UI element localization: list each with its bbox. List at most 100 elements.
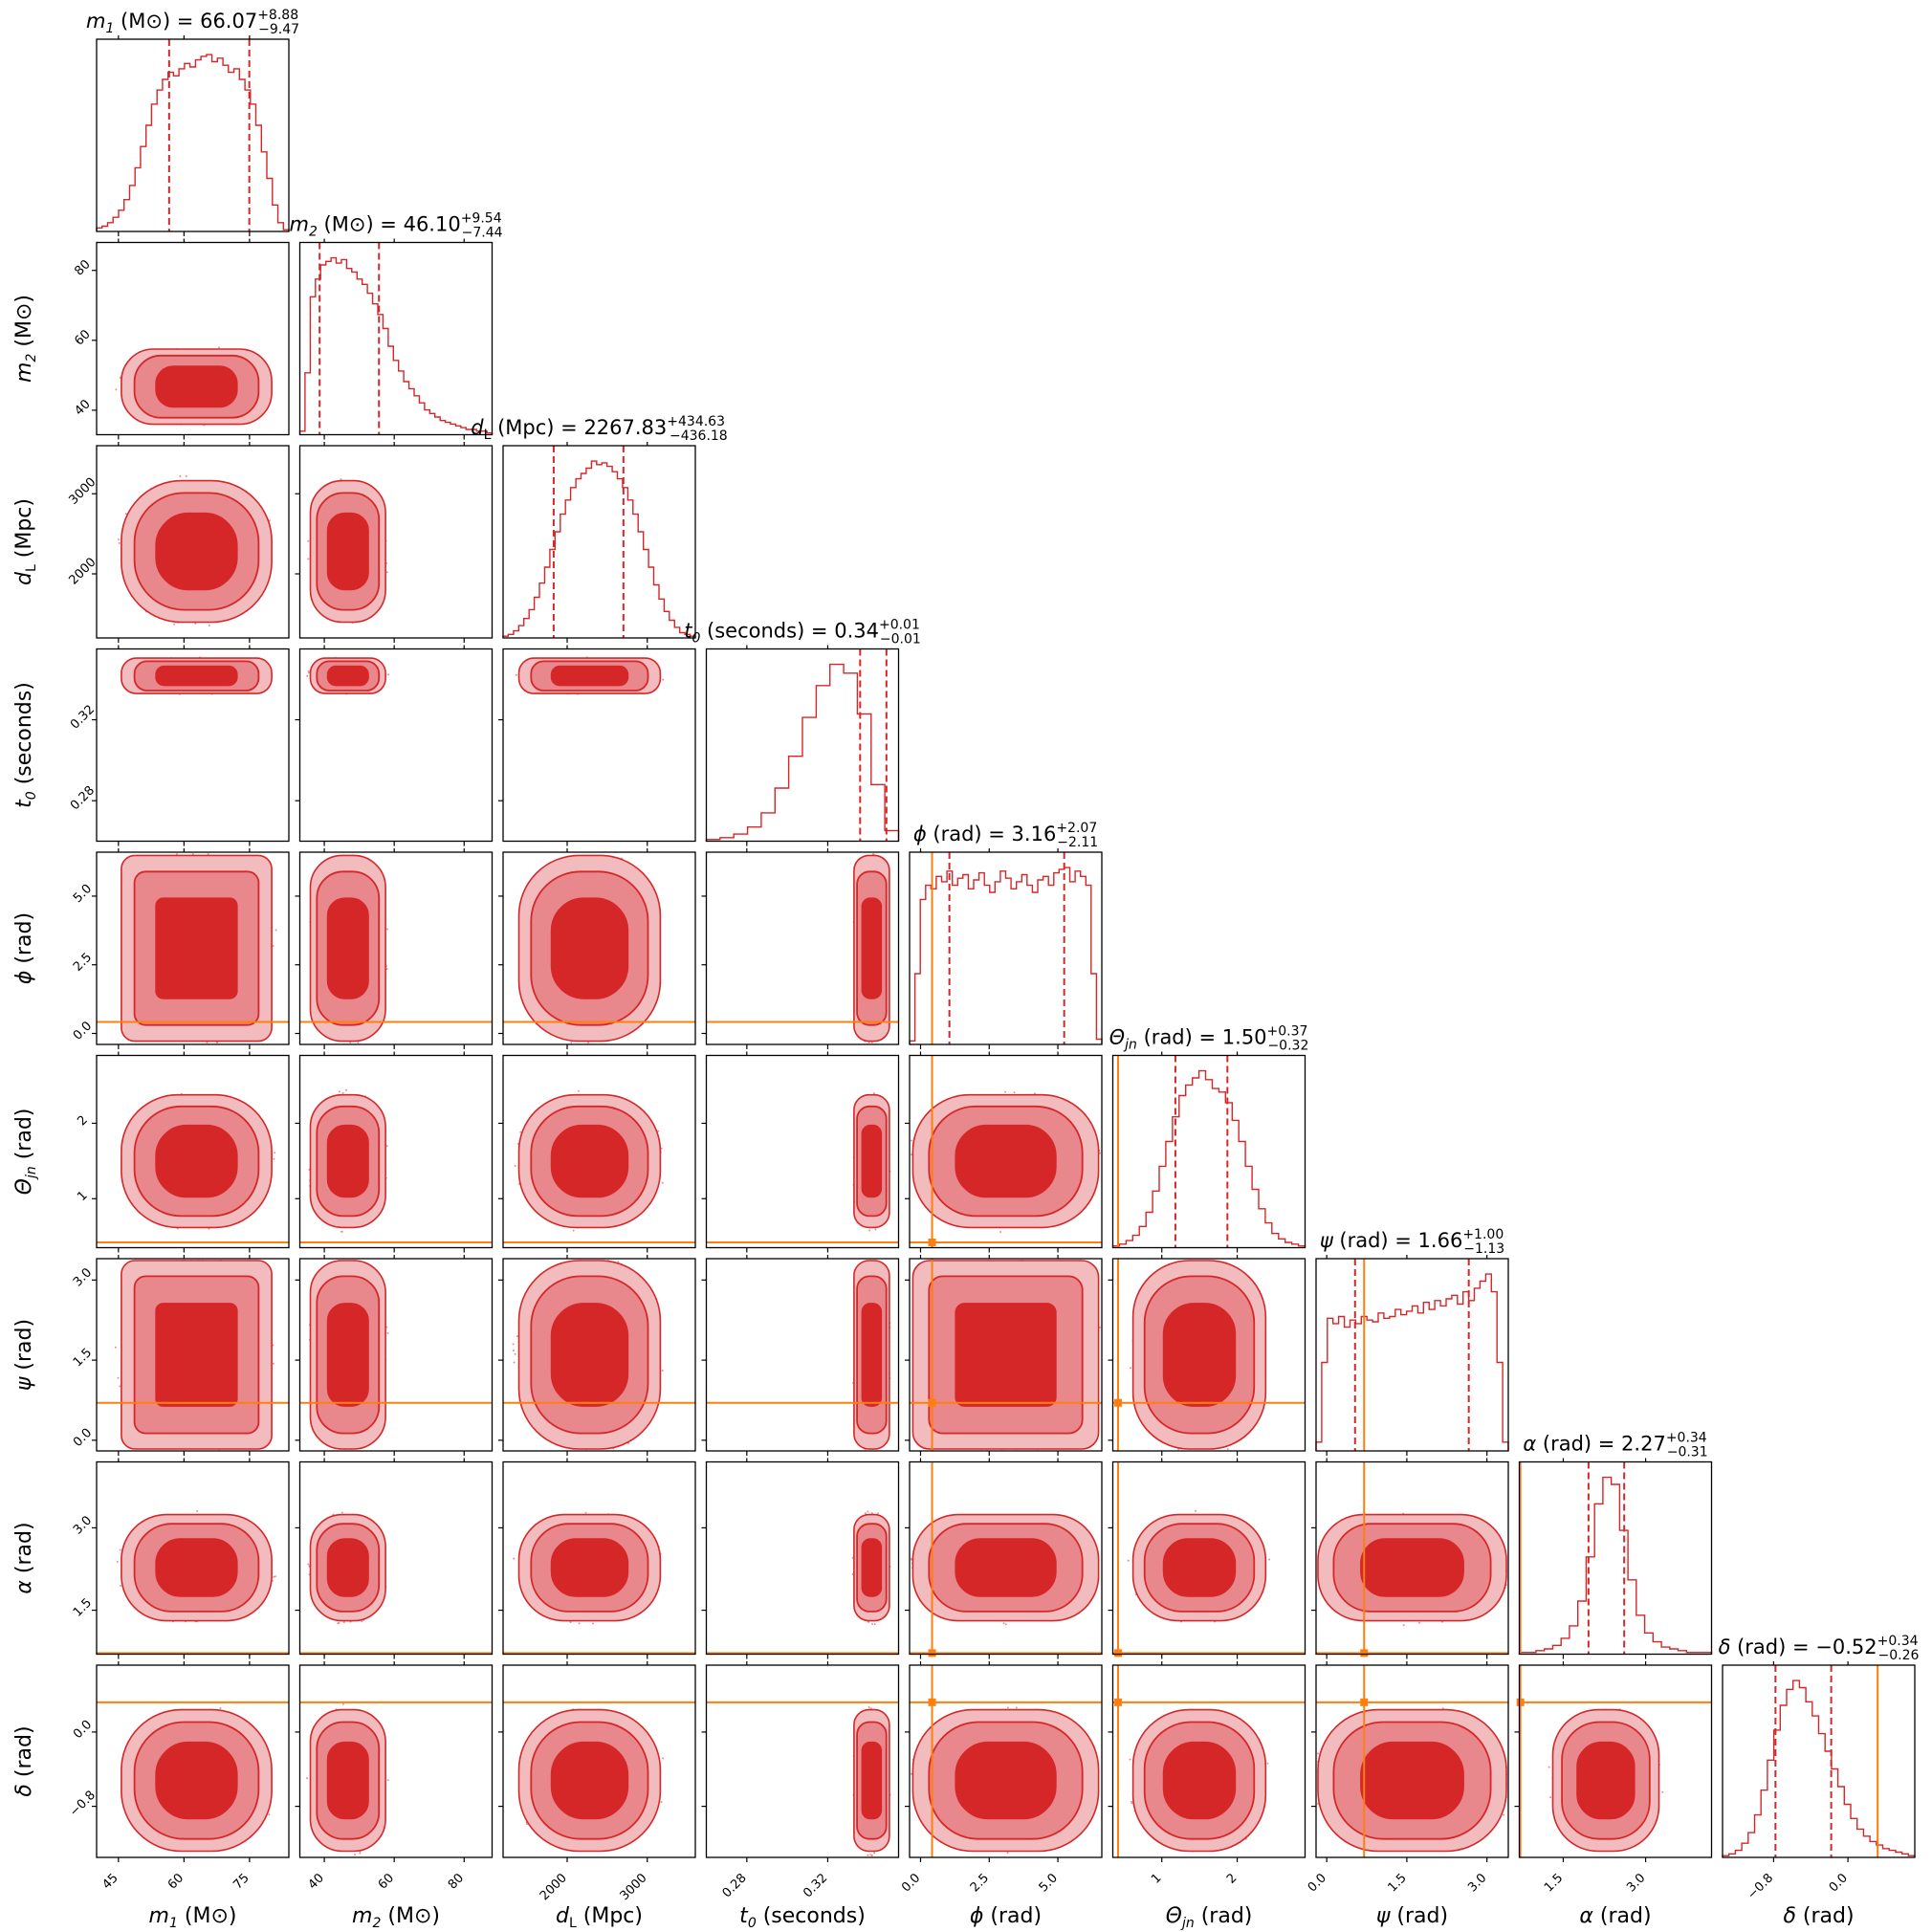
title-subscript: jn <box>1123 1038 1137 1053</box>
sample-point <box>1006 1706 1009 1709</box>
y-axis-label-t0: t0 (seconds) <box>12 682 39 808</box>
y-tick-label: 60 <box>72 327 93 348</box>
sample-point <box>661 1370 664 1372</box>
sample-point <box>1013 1091 1016 1094</box>
sample-point <box>307 670 310 672</box>
title-minus: −1.13 <box>1463 1241 1504 1257</box>
sample-point <box>870 1855 873 1856</box>
sample-point <box>185 474 187 477</box>
sample-point <box>871 1623 873 1625</box>
axis-symbol: α <box>12 1580 36 1594</box>
title-unit: (seconds) = 0.34 <box>700 620 879 643</box>
y-tick-label: 0.28 <box>68 783 98 813</box>
sample-point <box>191 853 194 855</box>
y-tick-label: 2000 <box>67 556 99 588</box>
histogram-alpha <box>1518 1476 1713 1655</box>
panel-t0-m1: 0.28 0.32 <box>68 645 290 846</box>
axis-subscript: jn <box>24 1166 39 1180</box>
sample-point <box>587 1042 589 1043</box>
truth-marker <box>1114 1649 1123 1658</box>
panel-psi-theta <box>1108 1255 1306 1456</box>
x-axis-label-alpha: α (rad) <box>1579 1904 1651 1928</box>
title-m2: m2 (M⊙) = 46.10+9.54 −7.44 <box>289 211 502 241</box>
title-alpha: α (rad) = 2.27+0.34 −0.31 <box>1523 1431 1707 1460</box>
panel-frame <box>1111 1258 1306 1452</box>
sample-point <box>386 1779 389 1782</box>
sample-point <box>1015 1706 1018 1709</box>
axis-symbol: ψ <box>12 1376 36 1391</box>
sample-point <box>359 1852 362 1855</box>
sample-point <box>1418 1621 1420 1624</box>
panel-psi-phi <box>905 1255 1103 1456</box>
title-theta: Θjn (rad) = 1.50+0.37 −0.32 <box>1109 1024 1309 1054</box>
panel-delta-delta: δ (rad) = −0.52+0.34 −0.26 −0.8 0.0 <box>1719 1634 1920 1902</box>
axis-symbol: t <box>12 799 36 808</box>
axis-symbol: m <box>12 362 36 383</box>
axis-unit: (rad) <box>12 1725 36 1784</box>
y-tick-label: 0.0 <box>71 1019 95 1043</box>
y-tick-label: 5.0 <box>71 882 95 906</box>
sample-point <box>175 853 178 855</box>
sample-point <box>338 1090 340 1093</box>
panel-theta-dL <box>498 1051 696 1253</box>
x-axis-label-m1: m1 (M⊙) <box>149 1904 237 1931</box>
panel-delta-phi: 0.0 2.5 5.0 <box>899 1661 1103 1895</box>
sample-point <box>385 571 388 574</box>
sample-point <box>341 1702 344 1705</box>
y-tick-label: 1 <box>75 1189 90 1204</box>
panel-psi-m1: 0.0 1.5 3.0 <box>71 1255 290 1456</box>
sample-point <box>864 1512 867 1515</box>
truth-marker <box>1360 1649 1369 1658</box>
panel-frame <box>96 1258 290 1452</box>
panel-frame <box>502 851 696 1045</box>
panel-frame <box>502 1460 696 1656</box>
x-axis-label-delta: δ (rad) <box>1783 1904 1854 1928</box>
x-tick-label: 60 <box>165 1871 187 1892</box>
axis-subscript: 0 <box>24 791 39 800</box>
title-symbol: Θ <box>1109 1026 1126 1049</box>
sample-point <box>1549 1796 1552 1799</box>
y-tick-label: 3.0 <box>71 1513 95 1537</box>
sample-point <box>1195 1509 1197 1512</box>
contour-level <box>326 1538 369 1597</box>
sample-point <box>1503 1813 1505 1816</box>
sample-point <box>114 1346 117 1349</box>
title-symbol: δ <box>1719 1636 1731 1658</box>
panel-frame <box>298 1664 494 1858</box>
sample-point <box>1004 1623 1007 1626</box>
contour-level <box>550 1741 629 1820</box>
sample-point <box>1129 1758 1131 1761</box>
panel-frame <box>909 851 1103 1045</box>
sample-point <box>1268 1558 1271 1561</box>
sample-point <box>662 1757 665 1760</box>
sample-point <box>272 1362 274 1365</box>
panel-frame <box>96 851 290 1045</box>
axis-unit: (rad) <box>983 1904 1042 1928</box>
y-tick-label: 40 <box>72 397 93 418</box>
panel-frame <box>502 445 696 639</box>
sample-point <box>874 1228 877 1231</box>
sample-point <box>274 929 277 932</box>
y-axis-label-theta: Θjn (rad) <box>12 1109 39 1196</box>
axis-unit: (rad) <box>12 1522 36 1580</box>
sample-point <box>569 1621 572 1624</box>
x-tick-label: 0.32 <box>801 1871 830 1900</box>
panel-t0-dL <box>498 645 696 846</box>
sample-point <box>1226 1448 1229 1450</box>
sample-point <box>1099 1326 1101 1328</box>
sample-point <box>179 475 182 477</box>
panel-delta-dL: 2000 3000 <box>498 1661 696 1903</box>
sample-point <box>999 1231 1001 1233</box>
sample-point <box>867 1706 870 1708</box>
panel-frame <box>909 1054 1103 1249</box>
panel-delta-m2: 40 60 80 <box>295 1661 494 1893</box>
panel-frame <box>1315 1460 1509 1656</box>
sample-point <box>1127 1559 1130 1562</box>
x-tick-label: 75 <box>231 1871 252 1892</box>
panel-alpha-theta <box>1108 1458 1306 1659</box>
sample-point <box>584 1511 587 1514</box>
panel-alpha-alpha: α (rad) = 2.27+0.34 −0.31 <box>1518 1431 1713 1659</box>
axis-unit: (Mpc) <box>577 1904 643 1928</box>
panel-frame <box>502 1258 696 1452</box>
axis-symbol: Θ <box>12 1178 36 1195</box>
